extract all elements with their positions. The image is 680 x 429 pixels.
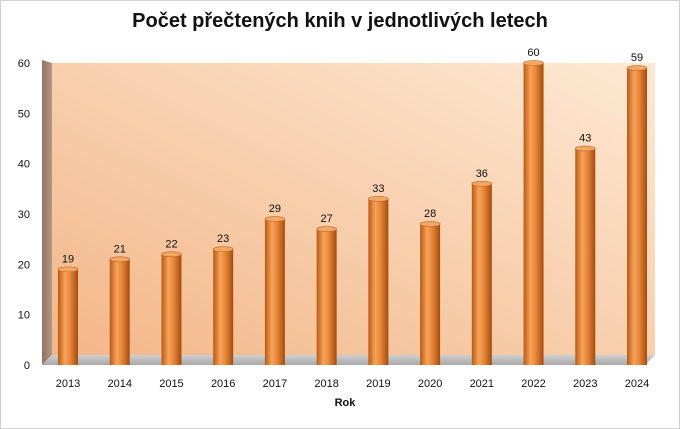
chart-title: Počet přečtených knih v jednotlivých let… <box>132 10 548 32</box>
bar-2022: 60 <box>523 47 544 365</box>
data-label: 43 <box>579 133 591 145</box>
bar-body <box>58 269 78 365</box>
x-tick-label: 2024 <box>625 378 649 390</box>
x-tick-label: 2013 <box>56 378 80 390</box>
bars: 19 21 22 23 29 27 33 28 36 60 43 59 <box>57 47 648 366</box>
x-tick-label: 2015 <box>159 378 183 390</box>
bar-body <box>523 63 544 365</box>
y-tick-label: 60 <box>18 58 30 70</box>
y-tick-label: 10 <box>18 310 30 322</box>
bar-body <box>627 68 647 366</box>
bar-cap <box>212 246 234 253</box>
data-label: 60 <box>527 47 539 59</box>
bar-cap <box>368 196 389 202</box>
bar-2024: 59 <box>626 52 648 366</box>
x-tick-label: 2022 <box>521 378 545 390</box>
bar-2019: 33 <box>368 183 389 365</box>
bar-body <box>213 249 234 365</box>
bar-cap <box>523 60 544 66</box>
bar-cap <box>161 251 182 258</box>
x-tick-label: 2020 <box>418 378 442 390</box>
y-axis: 0 10 20 30 40 50 60 <box>18 58 30 372</box>
data-label: 19 <box>62 253 74 265</box>
bar-cap <box>316 226 337 232</box>
data-label: 23 <box>217 233 229 245</box>
side-wall <box>42 60 52 365</box>
bar-cap <box>471 181 493 187</box>
bar-2013: 19 <box>57 253 79 365</box>
floor <box>42 355 655 365</box>
y-tick-label: 0 <box>24 360 30 372</box>
y-tick-label: 30 <box>18 209 30 221</box>
bar-body <box>368 198 389 365</box>
x-tick-label: 2021 <box>470 378 494 390</box>
x-tick-label: 2014 <box>107 378 131 390</box>
plot-background <box>52 63 655 355</box>
bar-body <box>471 183 492 365</box>
bar-cap <box>419 221 441 227</box>
x-tick-label: 2017 <box>263 378 287 390</box>
bar-body <box>264 219 285 365</box>
bar-2020: 28 <box>419 208 441 365</box>
bar-2021: 36 <box>471 168 493 365</box>
x-tick-label: 2018 <box>314 378 338 390</box>
data-label: 59 <box>631 52 643 64</box>
data-label: 33 <box>372 183 384 195</box>
x-axis: 2013 2014 2015 2016 2017 2018 2019 2020 2021 2022… <box>56 378 649 390</box>
y-tick-label: 40 <box>18 159 30 171</box>
data-label: 29 <box>269 203 281 215</box>
data-label: 28 <box>424 208 436 220</box>
bar-body <box>109 259 130 365</box>
data-label: 27 <box>321 213 333 225</box>
plot-area <box>42 60 655 365</box>
bar-2018: 27 <box>316 213 337 365</box>
x-tick-label: 2019 <box>366 378 390 390</box>
data-label: 21 <box>114 243 126 255</box>
bar-2014: 21 <box>109 243 131 365</box>
bar-cap <box>57 266 79 273</box>
data-label: 22 <box>165 238 177 250</box>
bar-body <box>420 224 441 365</box>
bar-cap <box>109 256 131 263</box>
bar-cap <box>574 145 596 152</box>
bar-cap <box>264 216 286 222</box>
bar-cap <box>626 65 648 71</box>
x-axis-title: Rok <box>335 397 357 409</box>
y-tick-label: 50 <box>18 108 30 120</box>
bar-body <box>161 254 182 365</box>
bar-2015: 22 <box>161 238 182 365</box>
bar-body <box>575 148 596 365</box>
bar-2017: 29 <box>264 203 286 365</box>
bar-2023: 43 <box>574 133 596 365</box>
data-label: 36 <box>476 168 488 180</box>
y-tick-label: 20 <box>18 259 30 271</box>
x-tick-label: 2023 <box>573 378 597 390</box>
bar-body <box>316 229 337 365</box>
bar-2016: 23 <box>212 233 234 365</box>
x-tick-label: 2016 <box>211 378 235 390</box>
